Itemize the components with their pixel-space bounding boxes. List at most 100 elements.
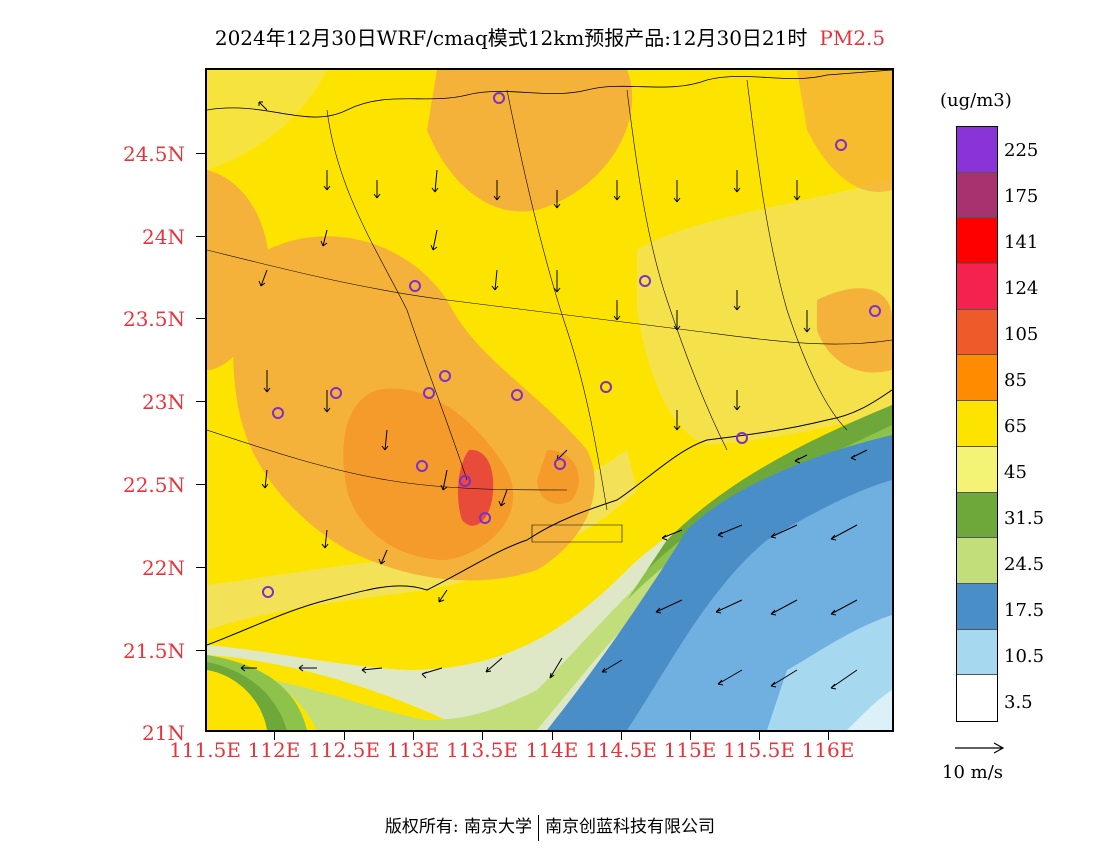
station-marker [416,460,428,472]
colorbar-label: 3.5 [1004,692,1033,713]
station-markers [262,92,881,598]
reference-arrow-icon [955,742,1005,754]
map-canvas [207,70,892,730]
fill-blue-light [767,615,892,730]
colorbar-segment [957,401,997,447]
fill-orange-light-west [207,170,269,370]
lat-tick [196,318,205,319]
lat-tick [196,401,205,402]
station-marker [600,381,612,393]
colorbar-label: 85 [1004,370,1027,391]
colorbar-segment [957,355,997,402]
lon-label-114: 114E [525,738,579,762]
colorbar-label: 45 [1004,462,1027,483]
colorbar-label: 24.5 [1004,554,1045,575]
colorbar-label: 175 [1004,186,1039,207]
lon-label-116: 116E [801,738,855,762]
lon-label-112: 112E [247,738,301,762]
colorbar-segment [957,218,997,265]
station-marker [493,92,505,104]
colorbar-segment [957,538,997,584]
lon-tick [759,732,760,740]
lon-tick [344,732,345,740]
lat-tick [196,236,205,237]
county-boundary-4 [746,79,848,431]
station-marker [835,139,847,151]
lon-tick [413,732,414,740]
lon-tick [621,732,622,740]
fill-orange-hk [537,450,579,504]
county-boundary-3 [626,89,728,451]
station-marker [639,275,651,287]
station-marker [272,407,284,419]
station-marker [511,389,523,401]
lon-tick [690,732,691,740]
county-boundary-6 [207,429,568,491]
fill-orange-light-north [427,70,633,212]
footer-company: 南京创蓝科技有限公司 [545,817,716,837]
footer: 版权所有: 南京大学 南京创蓝科技有限公司 [0,812,1100,841]
colorbar-label: 17.5 [1004,600,1045,621]
lon-tick [552,732,553,740]
fill-red [457,449,494,526]
title-variable: PM2.5 [819,26,886,50]
lat-tick [196,153,205,154]
colorbar-label: 225 [1004,140,1039,161]
fill-orange-light-east [817,288,892,373]
province-boundary [207,70,892,118]
title-main: 2024年12月30日WRF/cmaq模式12km预报产品:12月30日21时 [214,26,808,50]
lon-label-112.5: 112.5E [308,738,380,762]
colorbar-segment [957,629,997,676]
lat-label-23.5: 23.5N [122,307,185,331]
coastline [207,389,892,646]
colorbar-segment [957,446,997,493]
lat-label-22: 22N [142,556,185,580]
lon-label-115.5: 115.5E [723,738,795,762]
lon-label-113: 113E [386,738,440,762]
lat-label-21.5: 21.5N [122,639,185,663]
station-marker [423,387,435,399]
fill-light-yellow-nw [207,70,327,170]
colorbar-segment [957,172,997,219]
station-marker [439,370,451,382]
station-marker [869,305,881,317]
forecast-map [205,68,894,732]
lat-label-21: 21N [142,721,185,745]
colorbar-segment [957,264,997,310]
colorbar-segment [957,583,997,630]
colorbar-label: 31.5 [1004,508,1045,529]
station-marker [554,458,566,470]
fill-orange-light-ne [797,70,892,192]
station-marker [459,475,471,487]
county-boundary-2 [506,89,608,511]
colorbar-label: 105 [1004,324,1039,345]
lat-tick [196,484,205,485]
colorbar [956,126,998,722]
wind-vectors [240,101,868,690]
colorbar-segment [957,675,997,721]
fill-blue-pale [847,690,892,730]
colorbar-label: 141 [1004,232,1039,253]
colorbar-label: 124 [1004,278,1039,299]
fill-light-yellow-east [637,180,892,445]
county-boundary-1 [326,109,468,481]
lat-label-24.5: 24.5N [122,142,185,166]
fill-green [207,410,892,730]
county-boundary-5 [207,249,892,345]
reference-vector-label: 10 m/s [942,762,1003,783]
lon-tick [482,732,483,740]
colorbar-segment [957,492,997,539]
lat-label-23: 23N [142,390,185,414]
chart-title: 2024年12月30日WRF/cmaq模式12km预报产品:12月30日21时 P… [0,22,1100,51]
lon-tick [828,732,829,740]
station-marker [479,512,491,524]
station-marker [736,432,748,444]
lat-label-22.5: 22.5N [122,473,185,497]
lon-label-113.5: 113.5E [446,738,518,762]
lat-tick [196,650,205,651]
colorbar-unit: (ug/m3) [940,90,1012,111]
lon-tick [274,732,275,740]
lat-tick [196,567,205,568]
colorbar-label: 10.5 [1004,646,1045,667]
footer-copyright: 版权所有: 南京大学 [384,817,533,837]
